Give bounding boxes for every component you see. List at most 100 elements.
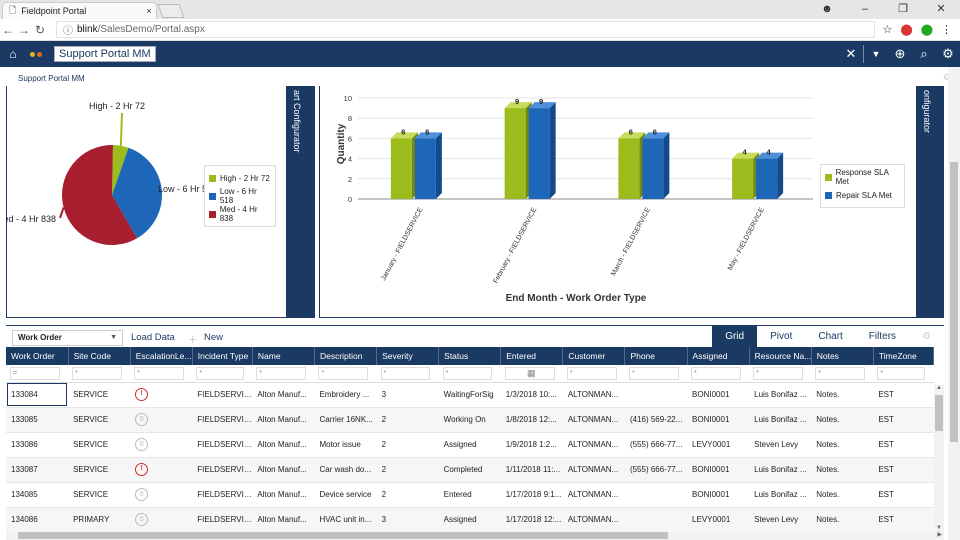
column-header[interactable]: Resource Na... <box>749 347 812 365</box>
table-cell[interactable] <box>624 482 688 508</box>
table-row[interactable]: 133084 SERVICE! FIELDSERVICE Alton Manuf...… <box>6 382 934 408</box>
view-select[interactable]: Work Order ▼ <box>12 330 123 346</box>
profile-icon[interactable]: ☻ <box>821 3 833 15</box>
column-header[interactable]: EscalationLe... <box>130 347 193 365</box>
column-filter-input[interactable]: * <box>877 366 926 380</box>
table-cell[interactable]: FIELDSERVICE <box>192 482 253 508</box>
table-cell[interactable]: 134085 <box>6 482 69 508</box>
close-icon[interactable]: ✕ <box>845 46 857 61</box>
column-header[interactable]: Severity <box>376 347 440 365</box>
table-cell[interactable]: Device service <box>314 482 377 508</box>
table-cell[interactable]: Alton Manuf... <box>252 407 315 433</box>
table-cell[interactable]: 3 <box>376 382 439 408</box>
table-cell[interactable]: EST <box>873 407 934 433</box>
table-cell[interactable]: SERVICE <box>68 382 131 408</box>
escalation-cell[interactable]: ! <box>130 457 193 483</box>
table-cell[interactable]: BONI0001 <box>687 382 750 408</box>
column-header[interactable]: Name <box>252 347 315 365</box>
table-cell[interactable]: Completed <box>438 457 501 483</box>
column-filter-input[interactable]: * <box>566 366 617 380</box>
gear-icon[interactable]: ⚙ <box>922 331 931 342</box>
table-cell[interactable]: ALTONMAN... <box>562 432 625 458</box>
table-cell[interactable]: 1/17/2018 12:... <box>500 507 563 533</box>
search-icon[interactable]: ⌕ <box>920 46 928 61</box>
table-cell[interactable]: SERVICE <box>68 482 131 508</box>
table-cell[interactable]: ALTONMAN... <box>562 507 625 533</box>
calendar-icon[interactable]: ▦ <box>527 367 536 378</box>
gear-icon[interactable]: ⚙ <box>942 46 954 61</box>
bookmark-star-icon[interactable]: ☆ <box>882 24 893 36</box>
table-cell[interactable]: BONI0001 <box>687 407 750 433</box>
table-cell[interactable]: 1/11/2018 11:... <box>500 457 563 483</box>
table-row[interactable]: 134086 PRIMARY 0 FIELDSERVICE Alton Manuf...… <box>6 507 934 533</box>
extension-green-icon[interactable]: ⬤ <box>920 24 933 36</box>
bar[interactable] <box>642 138 664 199</box>
new-tab-button[interactable] <box>157 4 185 18</box>
table-cell[interactable]: 2 <box>376 407 439 433</box>
escalation-cell[interactable]: 0 <box>130 482 193 508</box>
table-row[interactable]: 133086 SERVICE 0 FIELDSERVICE Alton Manuf...… <box>6 432 934 458</box>
browser-menu-icon[interactable]: ⋮ <box>941 24 952 36</box>
forward-icon[interactable]: → <box>18 22 30 37</box>
table-cell[interactable]: 133084 <box>6 382 69 408</box>
column-filter-input[interactable]: * <box>134 366 184 380</box>
table-cell[interactable]: 133087 <box>6 457 69 483</box>
table-cell[interactable]: 133085 <box>6 407 69 433</box>
url-field[interactable]: ⓘ blink/SalesDemo/Portal.aspx <box>56 21 875 38</box>
breadcrumb[interactable]: Support Portal MM <box>18 74 85 83</box>
column-filter-input[interactable]: * <box>318 366 369 380</box>
table-cell[interactable]: 1/17/2018 9:1... <box>500 482 563 508</box>
reload-icon[interactable]: ↻ <box>34 22 46 37</box>
table-cell[interactable]: 1/9/2018 1:2... <box>500 432 563 458</box>
table-cell[interactable]: ALTONMAN... <box>562 457 625 483</box>
column-header[interactable]: TimeZone <box>873 347 935 365</box>
tab-close-icon[interactable]: × <box>146 6 152 16</box>
tab-grid[interactable]: Grid <box>712 326 758 348</box>
bar[interactable] <box>618 138 640 199</box>
escalation-cell[interactable]: 0 <box>130 507 193 533</box>
column-header[interactable]: Incident Type <box>192 347 253 365</box>
table-cell[interactable]: Notes. <box>811 382 874 408</box>
table-cell[interactable]: Working On <box>438 407 501 433</box>
table-cell[interactable]: Notes. <box>811 482 874 508</box>
table-cell[interactable]: Assigned <box>438 432 501 458</box>
bar[interactable] <box>528 108 550 199</box>
column-filter-input[interactable]: * <box>380 366 431 380</box>
table-cell[interactable]: LEVY0001 <box>687 507 750 533</box>
new-button[interactable]: New <box>204 332 224 343</box>
table-cell[interactable]: Alton Manuf... <box>252 507 315 533</box>
column-filter-input[interactable]: * <box>442 366 493 380</box>
column-header[interactable]: Entered <box>500 347 564 365</box>
table-cell[interactable]: FIELDSERVICE <box>192 407 253 433</box>
table-cell[interactable]: FIELDSERVICE <box>192 457 253 483</box>
bar[interactable] <box>414 138 436 199</box>
escalation-cell[interactable]: ! <box>130 382 193 408</box>
bar[interactable] <box>390 138 412 199</box>
column-filter-input[interactable]: * <box>815 366 865 380</box>
date-filter-input[interactable]: ▦ <box>504 366 555 380</box>
table-cell[interactable]: 2 <box>376 432 439 458</box>
table-cell[interactable]: FIELDSERVICE <box>192 432 253 458</box>
table-cell[interactable]: 2 <box>376 457 439 483</box>
column-header[interactable]: Site Code <box>68 347 131 365</box>
table-cell[interactable]: BONI0001 <box>687 457 750 483</box>
tab-pivot[interactable]: Pivot <box>770 331 793 342</box>
browser-tab[interactable]: 🗋 Fieldpoint Portal × <box>2 2 157 19</box>
table-cell[interactable]: BONI0001 <box>687 482 750 508</box>
table-cell[interactable]: Notes. <box>811 457 874 483</box>
table-cell[interactable]: Luis Bonifaz ... <box>749 382 812 408</box>
table-cell[interactable] <box>624 507 688 533</box>
table-row[interactable]: 133087 SERVICE! FIELDSERVICE Alton Manuf...… <box>6 457 934 483</box>
column-filter-input[interactable]: * <box>691 366 741 380</box>
table-cell[interactable]: Motor issue <box>314 432 377 458</box>
escalation-cell[interactable]: 0 <box>130 432 193 458</box>
table-cell[interactable]: HVAC unit in... <box>314 507 377 533</box>
bar[interactable] <box>756 158 778 199</box>
table-cell[interactable]: Luis Bonifaz ... <box>749 407 812 433</box>
table-cell[interactable]: 3 <box>376 507 439 533</box>
table-cell[interactable]: EST <box>873 457 934 483</box>
table-cell[interactable]: EST <box>873 432 934 458</box>
table-cell[interactable]: Luis Bonifaz ... <box>749 482 812 508</box>
page-scrollbar[interactable] <box>948 67 960 540</box>
escalation-cell[interactable]: 0 <box>130 407 193 433</box>
